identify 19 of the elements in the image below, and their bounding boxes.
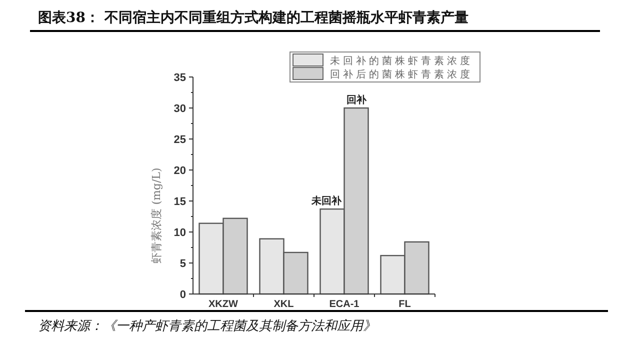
legend-label: 回补后的菌株虾青素浓度 <box>330 68 473 80</box>
chart-title: 图表38： 不同宿主内不同重组方式构建的工程菌摇瓶水平虾青素产量 <box>38 9 468 26</box>
y-tick-label: 35 <box>174 72 186 84</box>
annotation: 回补 <box>346 94 368 106</box>
y-tick-label: 25 <box>174 134 186 146</box>
x-tick-label: ECA-1 <box>329 299 360 310</box>
y-tick-label: 15 <box>174 196 186 208</box>
text: 资料来源：《一种产虾青素的工程菌及其制备方法和应用》 <box>38 318 376 334</box>
y-tick-label: 20 <box>174 165 186 177</box>
y-tick-label: 30 <box>174 103 186 115</box>
y-tick-label: 0 <box>180 289 186 301</box>
y-tick-label: 5 <box>180 258 186 270</box>
y-tick-label: 10 <box>174 227 186 239</box>
annotation: 未回补 <box>310 195 342 208</box>
x-tick-label: XKZW <box>208 299 239 310</box>
x-tick-label: FL <box>398 299 411 310</box>
legend-label: 未回补的菌株虾青素浓度 <box>330 55 473 67</box>
y-axis-title: 虾青素浓度 (mg/L) <box>150 168 163 264</box>
x-tick-label: XKL <box>274 299 294 310</box>
